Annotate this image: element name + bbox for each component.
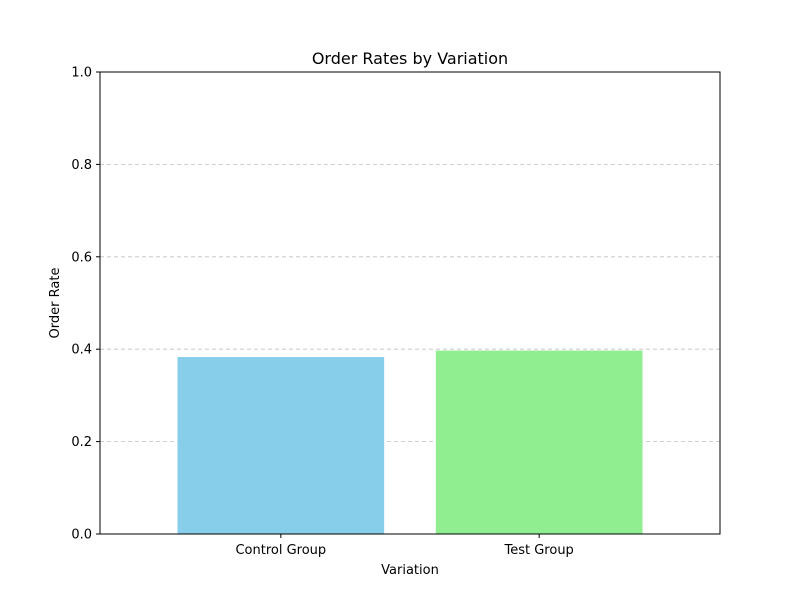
y-tick-label: 0.8 [71, 158, 92, 173]
x-axis-ticks: Control Group Test Group [235, 534, 574, 558]
y-tick-label: 0.2 [71, 435, 92, 450]
bar-control-group [177, 357, 385, 534]
x-tick-label: Test Group [504, 543, 574, 558]
x-axis-label: Variation [381, 563, 439, 578]
y-axis-label: Order Rate [48, 268, 63, 339]
y-tick-label: 1.0 [71, 66, 92, 81]
plot-frame [99, 71, 721, 535]
y-axis-ticks: 0.0 0.2 0.4 0.6 0.8 1.0 [71, 66, 100, 543]
chart-title: Order Rates by Variation [312, 49, 508, 68]
bars [177, 350, 643, 534]
gridlines [100, 163, 720, 443]
y-tick-label: 0.4 [71, 343, 92, 358]
x-tick-label: Control Group [235, 543, 326, 558]
bar-test-group [435, 350, 643, 534]
y-tick-label: 0.6 [71, 250, 92, 265]
y-tick-label: 0.0 [71, 528, 92, 543]
